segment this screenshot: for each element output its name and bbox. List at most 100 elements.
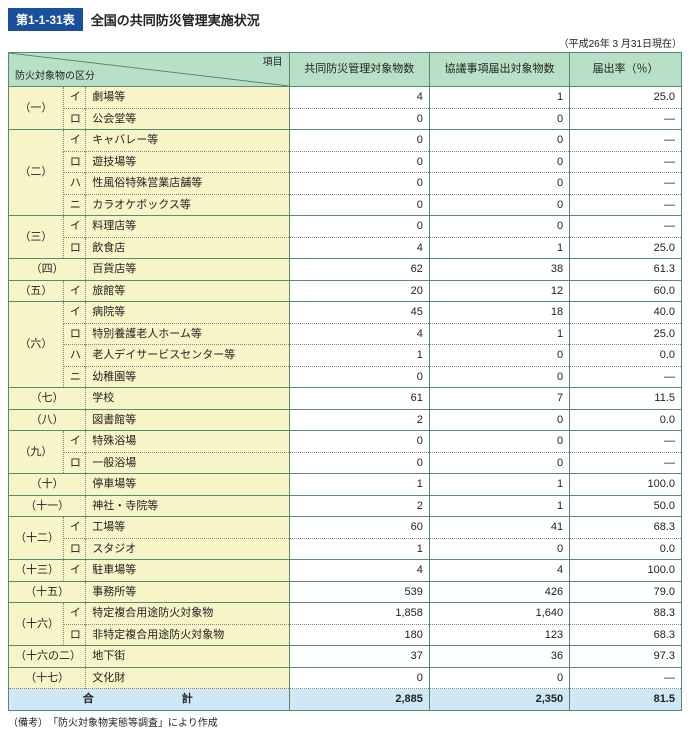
category-cell: （八） xyxy=(9,409,86,431)
value-cell: 123 xyxy=(429,624,569,646)
value-cell: — xyxy=(570,667,682,689)
category-cell: （四） xyxy=(9,259,86,281)
value-cell: 0 xyxy=(429,151,569,173)
table-row: （八）図書館等200.0 xyxy=(9,409,682,431)
subcategory-cell: イ xyxy=(63,431,85,453)
value-cell: 18 xyxy=(429,302,569,324)
value-cell: 0 xyxy=(429,130,569,152)
value-cell: — xyxy=(570,130,682,152)
value-cell: 68.3 xyxy=(570,517,682,539)
name-cell: 停車場等 xyxy=(86,474,289,496)
value-cell: 61.3 xyxy=(570,259,682,281)
table-row: （二）イキャバレー等00— xyxy=(9,130,682,152)
value-cell: 25.0 xyxy=(570,237,682,259)
category-cell: （一） xyxy=(9,87,64,130)
name-cell: キャバレー等 xyxy=(86,130,289,152)
value-cell: 4 xyxy=(289,323,429,345)
value-cell: — xyxy=(570,216,682,238)
name-cell: 遊技場等 xyxy=(86,151,289,173)
value-cell: 1 xyxy=(429,237,569,259)
value-cell: 0 xyxy=(289,366,429,388)
category-cell: （十五） xyxy=(9,581,86,603)
subcategory-cell: ロ xyxy=(63,624,85,646)
table-row: （九）イ特殊浴場00— xyxy=(9,431,682,453)
column-header: 協議事項届出対象物数 xyxy=(429,53,569,87)
value-cell: 25.0 xyxy=(570,323,682,345)
subcategory-cell: イ xyxy=(63,280,85,302)
value-cell: 41 xyxy=(429,517,569,539)
name-cell: 非特定複合用途防火対象物 xyxy=(86,624,289,646)
value-cell: 4 xyxy=(289,560,429,582)
table-row: （十三）イ駐車場等44100.0 xyxy=(9,560,682,582)
value-cell: 1 xyxy=(429,87,569,109)
value-cell: 61 xyxy=(289,388,429,410)
value-cell: 0 xyxy=(289,194,429,216)
name-cell: 劇場等 xyxy=(86,87,289,109)
category-cell: （十三） xyxy=(9,560,64,582)
total-label: 合 計 xyxy=(9,689,290,711)
table-row: （四）百貨店等623861.3 xyxy=(9,259,682,281)
total-value: 81.5 xyxy=(570,689,682,711)
table-row: ロ一般浴場00— xyxy=(9,452,682,474)
table-row: （十六の二）地下街373697.3 xyxy=(9,646,682,668)
table-row: ロ飲食店4125.0 xyxy=(9,237,682,259)
value-cell: 0 xyxy=(429,538,569,560)
name-cell: 駐車場等 xyxy=(86,560,289,582)
value-cell: 1 xyxy=(289,474,429,496)
category-cell: （十七） xyxy=(9,667,86,689)
table-row: ロ特別養護老人ホーム等4125.0 xyxy=(9,323,682,345)
subcategory-cell: ハ xyxy=(63,345,85,367)
value-cell: 0 xyxy=(429,345,569,367)
value-cell: 100.0 xyxy=(570,474,682,496)
value-cell: 20 xyxy=(289,280,429,302)
value-cell: 539 xyxy=(289,581,429,603)
value-cell: 0 xyxy=(429,366,569,388)
table-number-badge: 第1-1-31表 xyxy=(8,8,83,31)
value-cell: 37 xyxy=(289,646,429,668)
category-cell: （三） xyxy=(9,216,64,259)
value-cell: 1 xyxy=(289,538,429,560)
table-row: （一）イ劇場等4125.0 xyxy=(9,87,682,109)
value-cell: 180 xyxy=(289,624,429,646)
value-cell: 0 xyxy=(289,431,429,453)
name-cell: 旅館等 xyxy=(86,280,289,302)
value-cell: 0 xyxy=(429,452,569,474)
value-cell: 60 xyxy=(289,517,429,539)
name-cell: 一般浴場 xyxy=(86,452,289,474)
category-cell: （十六） xyxy=(9,603,64,646)
value-cell: — xyxy=(570,194,682,216)
table-row: ロ非特定複合用途防火対象物18012368.3 xyxy=(9,624,682,646)
table-row: ハ老人デイサービスセンター等100.0 xyxy=(9,345,682,367)
table-row: ロスタジオ100.0 xyxy=(9,538,682,560)
value-cell: 45 xyxy=(289,302,429,324)
category-cell: （十六の二） xyxy=(9,646,86,668)
value-cell: 11.5 xyxy=(570,388,682,410)
name-cell: 老人デイサービスセンター等 xyxy=(86,345,289,367)
subcategory-cell: ニ xyxy=(63,366,85,388)
value-cell: 0 xyxy=(289,667,429,689)
category-cell: （十二） xyxy=(9,517,64,560)
table-row: ニ幼稚園等00— xyxy=(9,366,682,388)
name-cell: カラオケボックス等 xyxy=(86,194,289,216)
table-row: （十五）事務所等53942679.0 xyxy=(9,581,682,603)
value-cell: 12 xyxy=(429,280,569,302)
table-title: 全国の共同防災管理実施状況 xyxy=(91,10,260,29)
name-cell: 性風俗特殊営業店舗等 xyxy=(86,173,289,195)
subcategory-cell: イ xyxy=(63,560,85,582)
value-cell: 0 xyxy=(289,151,429,173)
value-cell: 88.3 xyxy=(570,603,682,625)
table-row: （三）イ料理店等00— xyxy=(9,216,682,238)
value-cell: 79.0 xyxy=(570,581,682,603)
subcategory-cell: イ xyxy=(63,216,85,238)
value-cell: 1 xyxy=(429,323,569,345)
column-header: 届出率（％） xyxy=(570,53,682,87)
name-cell: 工場等 xyxy=(86,517,289,539)
total-row: 合 計2,8852,35081.5 xyxy=(9,689,682,711)
table-row: （六）イ病院等451840.0 xyxy=(9,302,682,324)
header-diagonal-cell: 項目 防火対象物の区分 xyxy=(9,53,290,87)
name-cell: 特定複合用途防火対象物 xyxy=(86,603,289,625)
value-cell: 7 xyxy=(429,388,569,410)
category-cell: （六） xyxy=(9,302,64,388)
subcategory-cell: ロ xyxy=(63,323,85,345)
name-cell: スタジオ xyxy=(86,538,289,560)
